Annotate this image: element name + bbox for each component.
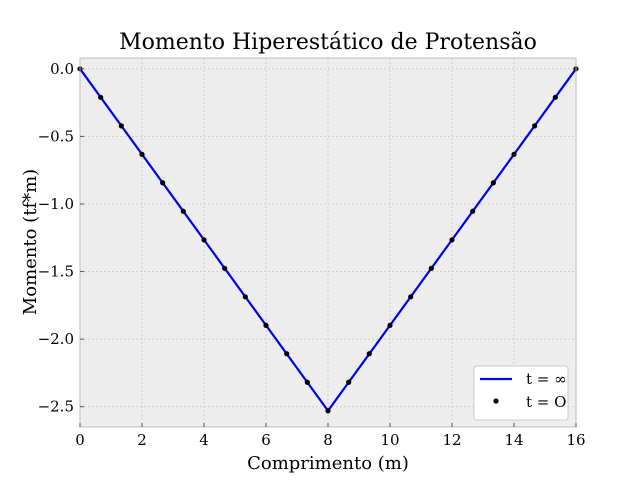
legend-label-line: t = ∞ — [526, 370, 567, 388]
data-point-t-o — [263, 322, 269, 328]
y-tick-label: −2.5 — [38, 398, 74, 416]
x-tick-label: 8 — [323, 431, 333, 449]
x-tick-label: 12 — [442, 431, 461, 449]
data-point-t-o — [304, 379, 310, 385]
y-tick-label: −1.0 — [38, 195, 74, 213]
data-point-t-o — [532, 123, 538, 129]
x-axis-label: Comprimento (m) — [247, 453, 409, 474]
data-point-t-o — [428, 265, 434, 271]
data-point-t-o — [470, 208, 476, 214]
data-point-t-o — [242, 294, 248, 300]
data-point-t-o — [490, 180, 496, 186]
data-point-t-o — [284, 351, 290, 357]
x-tick-label: 0 — [75, 431, 85, 449]
data-point-t-o — [201, 237, 207, 243]
data-point-t-o — [387, 322, 393, 328]
data-point-t-o — [118, 123, 124, 129]
data-point-t-o — [180, 208, 186, 214]
legend-label-points: t = O — [526, 393, 566, 411]
series-points-group — [77, 66, 579, 414]
chart-title: Momento Hiperestático de Protensão — [119, 30, 537, 55]
x-tick-label: 16 — [566, 431, 585, 449]
data-point-t-o — [222, 265, 228, 271]
x-axis-ticks: 0 2 4 6 8 10 12 14 16 — [75, 423, 586, 449]
data-point-t-o — [366, 351, 372, 357]
legend: t = ∞ t = O — [473, 365, 569, 421]
y-axis-ticks: 0.0 −0.5 −1.0 −1.5 −2.0 −2.5 — [38, 60, 84, 416]
y-tick-label: 0.0 — [50, 60, 74, 78]
data-point-t-o — [346, 379, 352, 385]
data-point-t-o — [98, 94, 104, 100]
x-tick-label: 6 — [261, 431, 271, 449]
x-tick-label: 4 — [199, 431, 209, 449]
data-point-t-o — [408, 294, 414, 300]
data-point-t-o — [552, 94, 558, 100]
data-point-t-o — [511, 151, 517, 157]
y-axis-label: Momento (tf*m) — [20, 169, 41, 315]
legend-swatch-point — [493, 398, 499, 404]
data-point-t-o — [139, 151, 145, 157]
y-tick-label: −2.0 — [38, 330, 74, 348]
data-point-t-o — [160, 180, 166, 186]
y-tick-label: −1.5 — [38, 263, 74, 281]
data-point-t-o — [449, 237, 455, 243]
x-tick-label: 14 — [504, 431, 523, 449]
x-tick-label: 10 — [380, 431, 399, 449]
data-point-t-o — [325, 408, 331, 414]
y-tick-label: −0.5 — [38, 127, 74, 145]
x-tick-label: 2 — [137, 431, 147, 449]
